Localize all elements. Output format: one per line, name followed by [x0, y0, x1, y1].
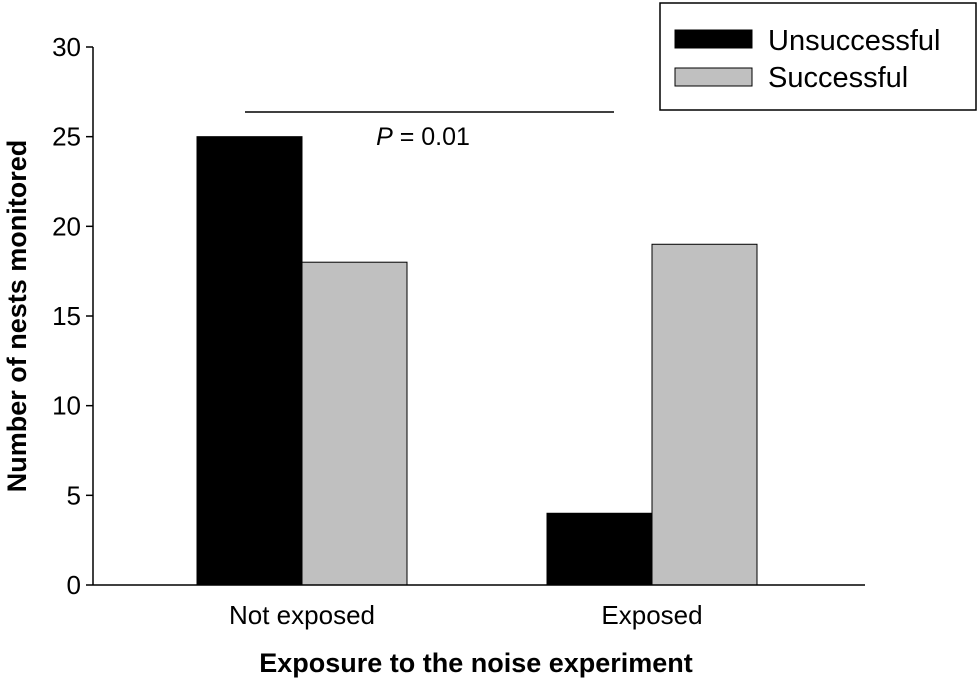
legend-label-unsuccessful: Unsuccessful	[768, 25, 940, 57]
bars-group	[196, 136, 758, 586]
p-value-annotation: P = 0.01	[376, 123, 470, 151]
y-tick-label: 15	[52, 301, 81, 331]
y-tick-label: 0	[67, 570, 81, 600]
x-ticks-group: Not exposed Exposed	[229, 600, 703, 630]
y-tick-label: 20	[52, 211, 81, 241]
bar-unsuccessful-exposed	[546, 512, 653, 586]
y-tick-label: 30	[52, 32, 81, 62]
x-tick-label: Exposed	[601, 600, 702, 630]
y-tick-label: 10	[52, 391, 81, 421]
y-tick-label: 25	[52, 122, 81, 152]
y-ticks-group: 0 5 10 15 20 25 30	[52, 32, 93, 600]
x-axis-title: Exposure to the noise experiment	[259, 648, 693, 678]
y-tick-label: 5	[67, 480, 81, 510]
y-axis-title: Number of nests monitored	[2, 140, 32, 493]
legend: Unsuccessful Successful	[659, 2, 977, 111]
bar-successful-not-exposed	[301, 261, 408, 586]
legend-swatch-unsuccessful	[674, 29, 753, 49]
bar-successful-exposed	[651, 243, 758, 586]
legend-swatch-successful	[674, 67, 753, 87]
x-tick-label: Not exposed	[229, 600, 375, 630]
legend-label-successful: Successful	[768, 62, 908, 94]
legend-box	[659, 2, 977, 111]
bar-unsuccessful-not-exposed	[196, 136, 303, 586]
